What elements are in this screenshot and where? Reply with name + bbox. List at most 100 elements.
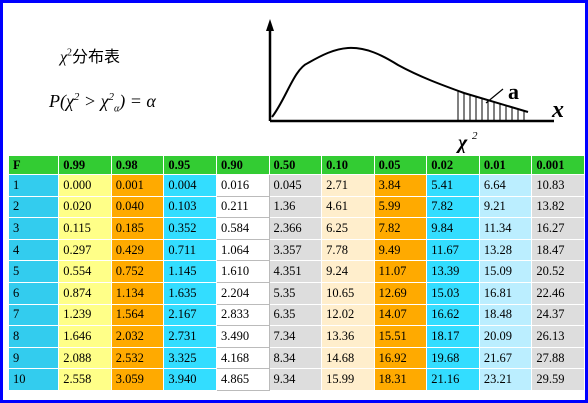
value-cell: 0.016 bbox=[216, 174, 270, 197]
value-cell: 10.65 bbox=[321, 282, 375, 305]
value-cell: 0.554 bbox=[58, 260, 112, 283]
value-cell: 22.46 bbox=[531, 282, 585, 305]
value-cell: 0.000 bbox=[58, 174, 112, 197]
degrees-of-freedom-cell: 9 bbox=[9, 347, 60, 370]
x-axis-label: x bbox=[551, 97, 564, 123]
degrees-of-freedom-cell: 4 bbox=[9, 239, 60, 262]
table-row: 10 2.558 3.059 3.940 4.865 9.34 15.99 18.31 21.1… bbox=[9, 368, 585, 391]
degrees-of-freedom-cell: 1 bbox=[9, 174, 60, 197]
probability-formula: P(χ2 > χ2α) = α bbox=[49, 91, 156, 115]
value-cell: 18.31 bbox=[374, 368, 428, 391]
value-cell: 11.34 bbox=[479, 217, 533, 240]
value-cell: 2.088 bbox=[58, 347, 112, 370]
value-cell: 0.711 bbox=[163, 239, 217, 262]
table-row: 6 0.874 1.134 1.635 2.204 5.35 10.65 12.69 15.03… bbox=[9, 282, 585, 305]
value-cell: 0.020 bbox=[58, 196, 112, 219]
value-cell: 3.059 bbox=[111, 368, 165, 391]
value-cell: 7.34 bbox=[269, 325, 323, 348]
table-row: 9 2.088 2.532 3.325 4.168 8.34 14.68 16.92 19.68… bbox=[9, 347, 585, 370]
value-cell: 0.874 bbox=[58, 282, 112, 305]
degrees-of-freedom-cell: 6 bbox=[9, 282, 60, 305]
value-cell: 9.24 bbox=[321, 260, 375, 283]
title-superscript: 2 bbox=[67, 47, 73, 59]
value-cell: 11.07 bbox=[374, 260, 428, 283]
value-cell: 1.239 bbox=[58, 304, 112, 327]
degrees-of-freedom-cell: 8 bbox=[9, 325, 60, 348]
value-cell: 2.71 bbox=[321, 174, 375, 197]
header-cell-alpha: 0.50 bbox=[269, 156, 323, 175]
degrees-of-freedom-cell: 7 bbox=[9, 304, 60, 327]
value-cell: 21.16 bbox=[426, 368, 480, 391]
value-cell: 2.833 bbox=[216, 304, 270, 327]
header-cell-alpha: 0.05 bbox=[374, 156, 428, 175]
header-cell-alpha: 0.90 bbox=[216, 156, 270, 175]
table-row: 8 1.646 2.032 2.731 3.490 7.34 13.36 15.51 18.17… bbox=[9, 325, 585, 348]
value-cell: 13.39 bbox=[426, 260, 480, 283]
header-cell-alpha: 0.99 bbox=[58, 156, 112, 175]
value-cell: 7.78 bbox=[321, 239, 375, 262]
title-text: 分布表 bbox=[72, 49, 121, 66]
chi-square-table-page: χ2分布表 P(χ2 > χ2α) = α a x χ 2 F 0.99 0.98 0… bbox=[3, 3, 585, 400]
value-cell: 18.48 bbox=[479, 304, 533, 327]
value-cell: 23.21 bbox=[479, 368, 533, 391]
value-cell: 1.646 bbox=[58, 325, 112, 348]
value-cell: 0.004 bbox=[163, 174, 217, 197]
value-cell: 18.47 bbox=[531, 239, 585, 262]
value-cell: 8.34 bbox=[269, 347, 323, 370]
value-cell: 6.64 bbox=[479, 174, 533, 197]
value-cell: 6.35 bbox=[269, 304, 323, 327]
formula-sup-1: 2 bbox=[73, 91, 80, 103]
value-cell: 0.584 bbox=[216, 217, 270, 240]
table-row: 3 0.115 0.185 0.352 0.584 2.366 6.25 7.82 9.84 11… bbox=[9, 217, 585, 240]
value-cell: 29.59 bbox=[531, 368, 585, 391]
value-cell: 6.25 bbox=[321, 217, 375, 240]
value-cell: 1.134 bbox=[111, 282, 165, 305]
value-cell: 15.99 bbox=[321, 368, 375, 391]
table-row: 5 0.554 0.752 1.145 1.610 4.351 9.24 11.07 13.39… bbox=[9, 260, 585, 283]
value-cell: 18.17 bbox=[426, 325, 480, 348]
value-cell: 9.21 bbox=[479, 196, 533, 219]
value-cell: 4.61 bbox=[321, 196, 375, 219]
header-cell-alpha: 0.98 bbox=[111, 156, 165, 175]
value-cell: 1.635 bbox=[163, 282, 217, 305]
value-cell: 0.297 bbox=[58, 239, 112, 262]
value-cell: 1.145 bbox=[163, 260, 217, 283]
header-cell-alpha: 0.01 bbox=[479, 156, 533, 175]
value-cell: 2.731 bbox=[163, 325, 217, 348]
value-cell: 0.429 bbox=[111, 239, 165, 262]
value-cell: 3.940 bbox=[163, 368, 217, 391]
value-cell: 21.67 bbox=[479, 347, 533, 370]
value-cell: 2.366 bbox=[269, 217, 323, 240]
value-cell: 7.82 bbox=[374, 217, 428, 240]
table-row: 1 0.000 0.001 0.004 0.016 0.045 2.71 3.84 5.41 6.… bbox=[9, 174, 585, 197]
value-cell: 15.03 bbox=[426, 282, 480, 305]
value-cell: 1.564 bbox=[111, 304, 165, 327]
title-chi-symbol: χ bbox=[60, 49, 68, 66]
value-cell: 0.103 bbox=[163, 196, 217, 219]
value-cell: 9.49 bbox=[374, 239, 428, 262]
table-row: 7 1.239 1.564 2.167 2.833 6.35 12.02 14.07 16.62… bbox=[9, 304, 585, 327]
header-cell-alpha: 0.001 bbox=[531, 156, 585, 175]
value-cell: 20.09 bbox=[479, 325, 533, 348]
value-cell: 13.82 bbox=[531, 196, 585, 219]
value-cell: 16.92 bbox=[374, 347, 428, 370]
value-cell: 16.62 bbox=[426, 304, 480, 327]
header-row: F 0.99 0.98 0.95 0.90 0.50 0.10 0.05 0.02 0.01 0.0… bbox=[9, 156, 585, 175]
alpha-label: a bbox=[508, 79, 519, 104]
value-cell: 2.204 bbox=[216, 282, 270, 305]
value-cell: 15.09 bbox=[479, 260, 533, 283]
chi-square-density-graph: a x χ 2 bbox=[266, 19, 564, 153]
value-cell: 0.045 bbox=[269, 174, 323, 197]
value-cell: 4.351 bbox=[269, 260, 323, 283]
degrees-of-freedom-cell: 3 bbox=[9, 217, 60, 240]
value-cell: 2.532 bbox=[111, 347, 165, 370]
alpha-pointer-line bbox=[485, 88, 504, 104]
value-cell: 3.325 bbox=[163, 347, 217, 370]
value-cell: 3.490 bbox=[216, 325, 270, 348]
value-cell: 7.82 bbox=[426, 196, 480, 219]
value-cell: 11.67 bbox=[426, 239, 480, 262]
chi-label: χ bbox=[455, 132, 468, 153]
value-cell: 1.610 bbox=[216, 260, 270, 283]
value-cell: 5.41 bbox=[426, 174, 480, 197]
value-cell: 1.36 bbox=[269, 196, 323, 219]
